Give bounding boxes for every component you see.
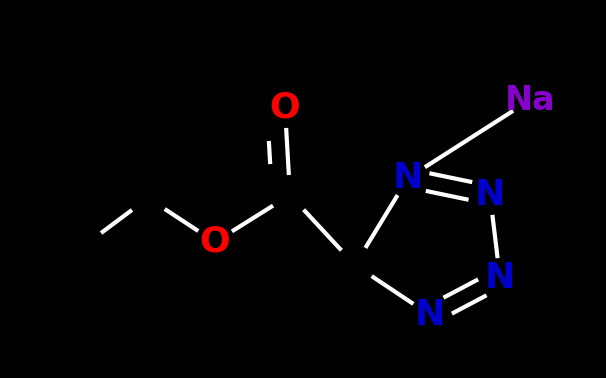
Text: O: O (199, 225, 230, 259)
Text: N: N (485, 261, 515, 295)
Text: N: N (393, 161, 423, 195)
Text: O: O (270, 91, 301, 125)
Text: Na: Na (505, 84, 555, 116)
Text: N: N (475, 178, 505, 212)
Text: N: N (415, 298, 445, 332)
